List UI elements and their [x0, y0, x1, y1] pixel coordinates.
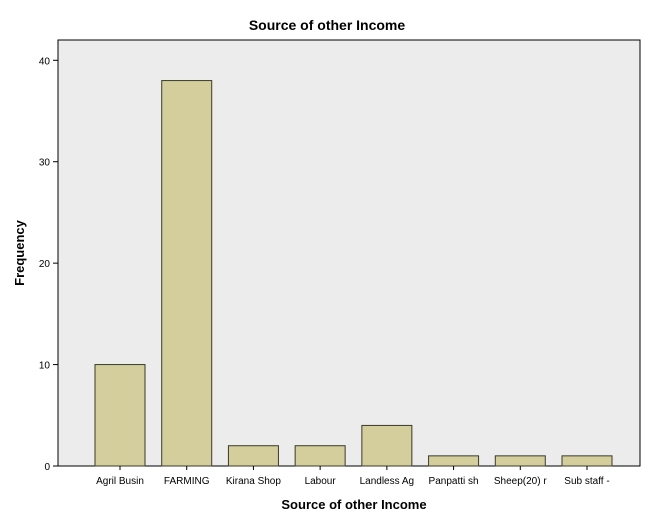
- x-tick-label-6: Sheep(20) r: [494, 476, 547, 487]
- y-axis-label: Frequency: [12, 219, 27, 286]
- bar-4: [361, 424, 413, 467]
- x-axis: Agril Busin FARMING Kirana Shop Labour Landl…: [96, 466, 610, 487]
- x-tick-label-1: FARMING: [164, 476, 210, 487]
- x-tick-label-0: Agril Busin: [96, 476, 144, 487]
- x-tick-label-5: Panpatti sh: [429, 476, 479, 487]
- y-tick-label-2: 20: [39, 259, 51, 270]
- bar-5: [428, 455, 480, 467]
- bar-6: [494, 455, 546, 467]
- x-tick-label-4: Landless Ag: [360, 476, 415, 487]
- bar-1: [161, 80, 213, 467]
- x-tick-label-3: Labour: [305, 476, 337, 487]
- bar-3: [294, 445, 346, 467]
- x-tick-label-7: Sub staff -: [564, 476, 609, 487]
- bar-0: [94, 364, 146, 467]
- bar-2: [227, 445, 279, 467]
- y-tick-label-0: 0: [44, 462, 50, 473]
- x-axis-label: Source of other Income: [281, 497, 426, 512]
- chart-title: Source of other Income: [249, 17, 406, 33]
- y-tick-label-1: 10: [39, 361, 51, 372]
- bars-group: [94, 80, 613, 467]
- y-tick-label-3: 30: [39, 158, 51, 169]
- bar-7: [561, 455, 613, 467]
- x-tick-label-2: Kirana Shop: [226, 476, 281, 487]
- plot-area: [57, 39, 641, 467]
- y-axis: 0 10 20 30 40: [39, 56, 58, 473]
- y-tick-label-4: 40: [39, 56, 51, 67]
